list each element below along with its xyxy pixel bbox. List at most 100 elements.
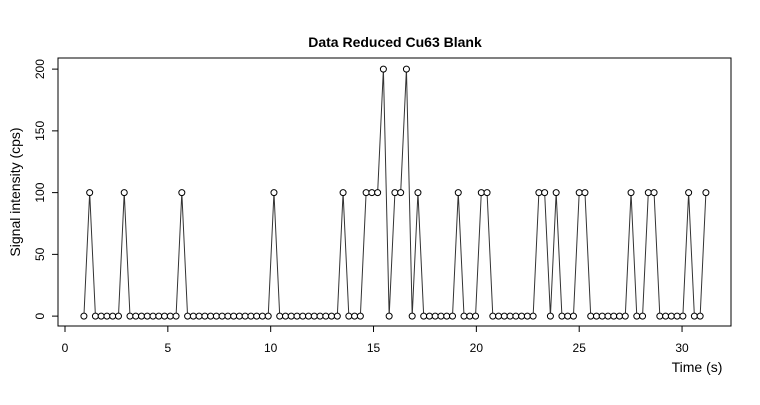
data-point (109, 312, 117, 320)
data-point (207, 312, 215, 320)
data-point (673, 312, 681, 320)
data-point (581, 189, 589, 197)
data-point (161, 312, 169, 320)
data-point (264, 312, 272, 320)
data-point (662, 312, 670, 320)
data-point (195, 312, 203, 320)
x-tick-label: 5 (164, 341, 171, 355)
data-point (627, 189, 635, 197)
data-point (230, 312, 238, 320)
data-point (328, 312, 336, 320)
data-point (644, 189, 652, 197)
data-point (126, 312, 134, 320)
data-point (495, 312, 503, 320)
data-point (293, 312, 301, 320)
data-point (552, 189, 560, 197)
data-point (212, 312, 220, 320)
data-point (103, 312, 111, 320)
data-point (460, 312, 468, 320)
data-point (247, 312, 255, 320)
data-point (379, 65, 387, 73)
data-point (523, 312, 531, 320)
y-tick-label: 50 (33, 247, 47, 261)
data-point (408, 312, 416, 320)
data-point (316, 312, 324, 320)
x-tick-label: 30 (675, 341, 689, 355)
x-tick-label: 15 (367, 341, 381, 355)
data-point (512, 312, 520, 320)
data-point (610, 312, 618, 320)
data-point (339, 189, 347, 197)
data-point (281, 312, 289, 320)
data-point (506, 312, 514, 320)
data-point (235, 312, 243, 320)
data-point (155, 312, 163, 320)
data-point (500, 312, 508, 320)
data-point (91, 312, 99, 320)
data-point (414, 189, 422, 197)
data-point (178, 189, 186, 197)
data-point (472, 312, 480, 320)
data-point (276, 312, 284, 320)
data-point (477, 189, 485, 197)
x-axis-label: Time (s) (672, 359, 723, 375)
data-point (97, 312, 105, 320)
data-point (114, 312, 122, 320)
data-point (305, 312, 313, 320)
data-point (420, 312, 428, 320)
data-point (587, 312, 595, 320)
data-point (270, 189, 278, 197)
y-tick-label: 150 (33, 121, 47, 141)
data-point (172, 312, 180, 320)
data-point (184, 312, 192, 320)
data-point (489, 312, 497, 320)
x-tick-label: 0 (62, 341, 69, 355)
data-point (201, 312, 209, 320)
data-point (86, 189, 94, 197)
data-point (132, 312, 140, 320)
data-point (685, 189, 693, 197)
chart-title: Data Reduced Cu63 Blank (308, 34, 482, 50)
data-point (437, 312, 445, 320)
y-tick-label: 0 (33, 312, 47, 319)
data-point (166, 312, 174, 320)
x-tick-label: 10 (264, 341, 278, 355)
data-point (322, 312, 330, 320)
x-tick-label: 20 (470, 341, 484, 355)
data-point (258, 312, 266, 320)
data-point (679, 312, 687, 320)
data-point (351, 312, 359, 320)
y-axis-label: Signal intensity (cps) (7, 127, 23, 256)
data-point (690, 312, 698, 320)
data-point (621, 312, 629, 320)
data-point (368, 189, 376, 197)
data-point (149, 312, 157, 320)
data-point (253, 312, 261, 320)
data-point (138, 312, 146, 320)
data-point (592, 312, 600, 320)
data-point (310, 312, 318, 320)
data-point (483, 189, 491, 197)
data-point (241, 312, 249, 320)
data-point (696, 312, 704, 320)
data-point (535, 189, 543, 197)
data-point (564, 312, 572, 320)
data-point (218, 312, 226, 320)
data-point (385, 312, 393, 320)
data-point (650, 189, 658, 197)
data-point (425, 312, 433, 320)
data-point (529, 312, 537, 320)
data-point (546, 312, 554, 320)
data-point (667, 312, 675, 320)
data-point (466, 312, 474, 320)
y-tick-label: 200 (33, 59, 47, 79)
data-point (143, 312, 151, 320)
data-point (454, 189, 462, 197)
data-point (397, 189, 405, 197)
data-point (616, 312, 624, 320)
data-point (633, 312, 641, 320)
data-point (558, 312, 566, 320)
data-point (604, 312, 612, 320)
data-point (541, 189, 549, 197)
